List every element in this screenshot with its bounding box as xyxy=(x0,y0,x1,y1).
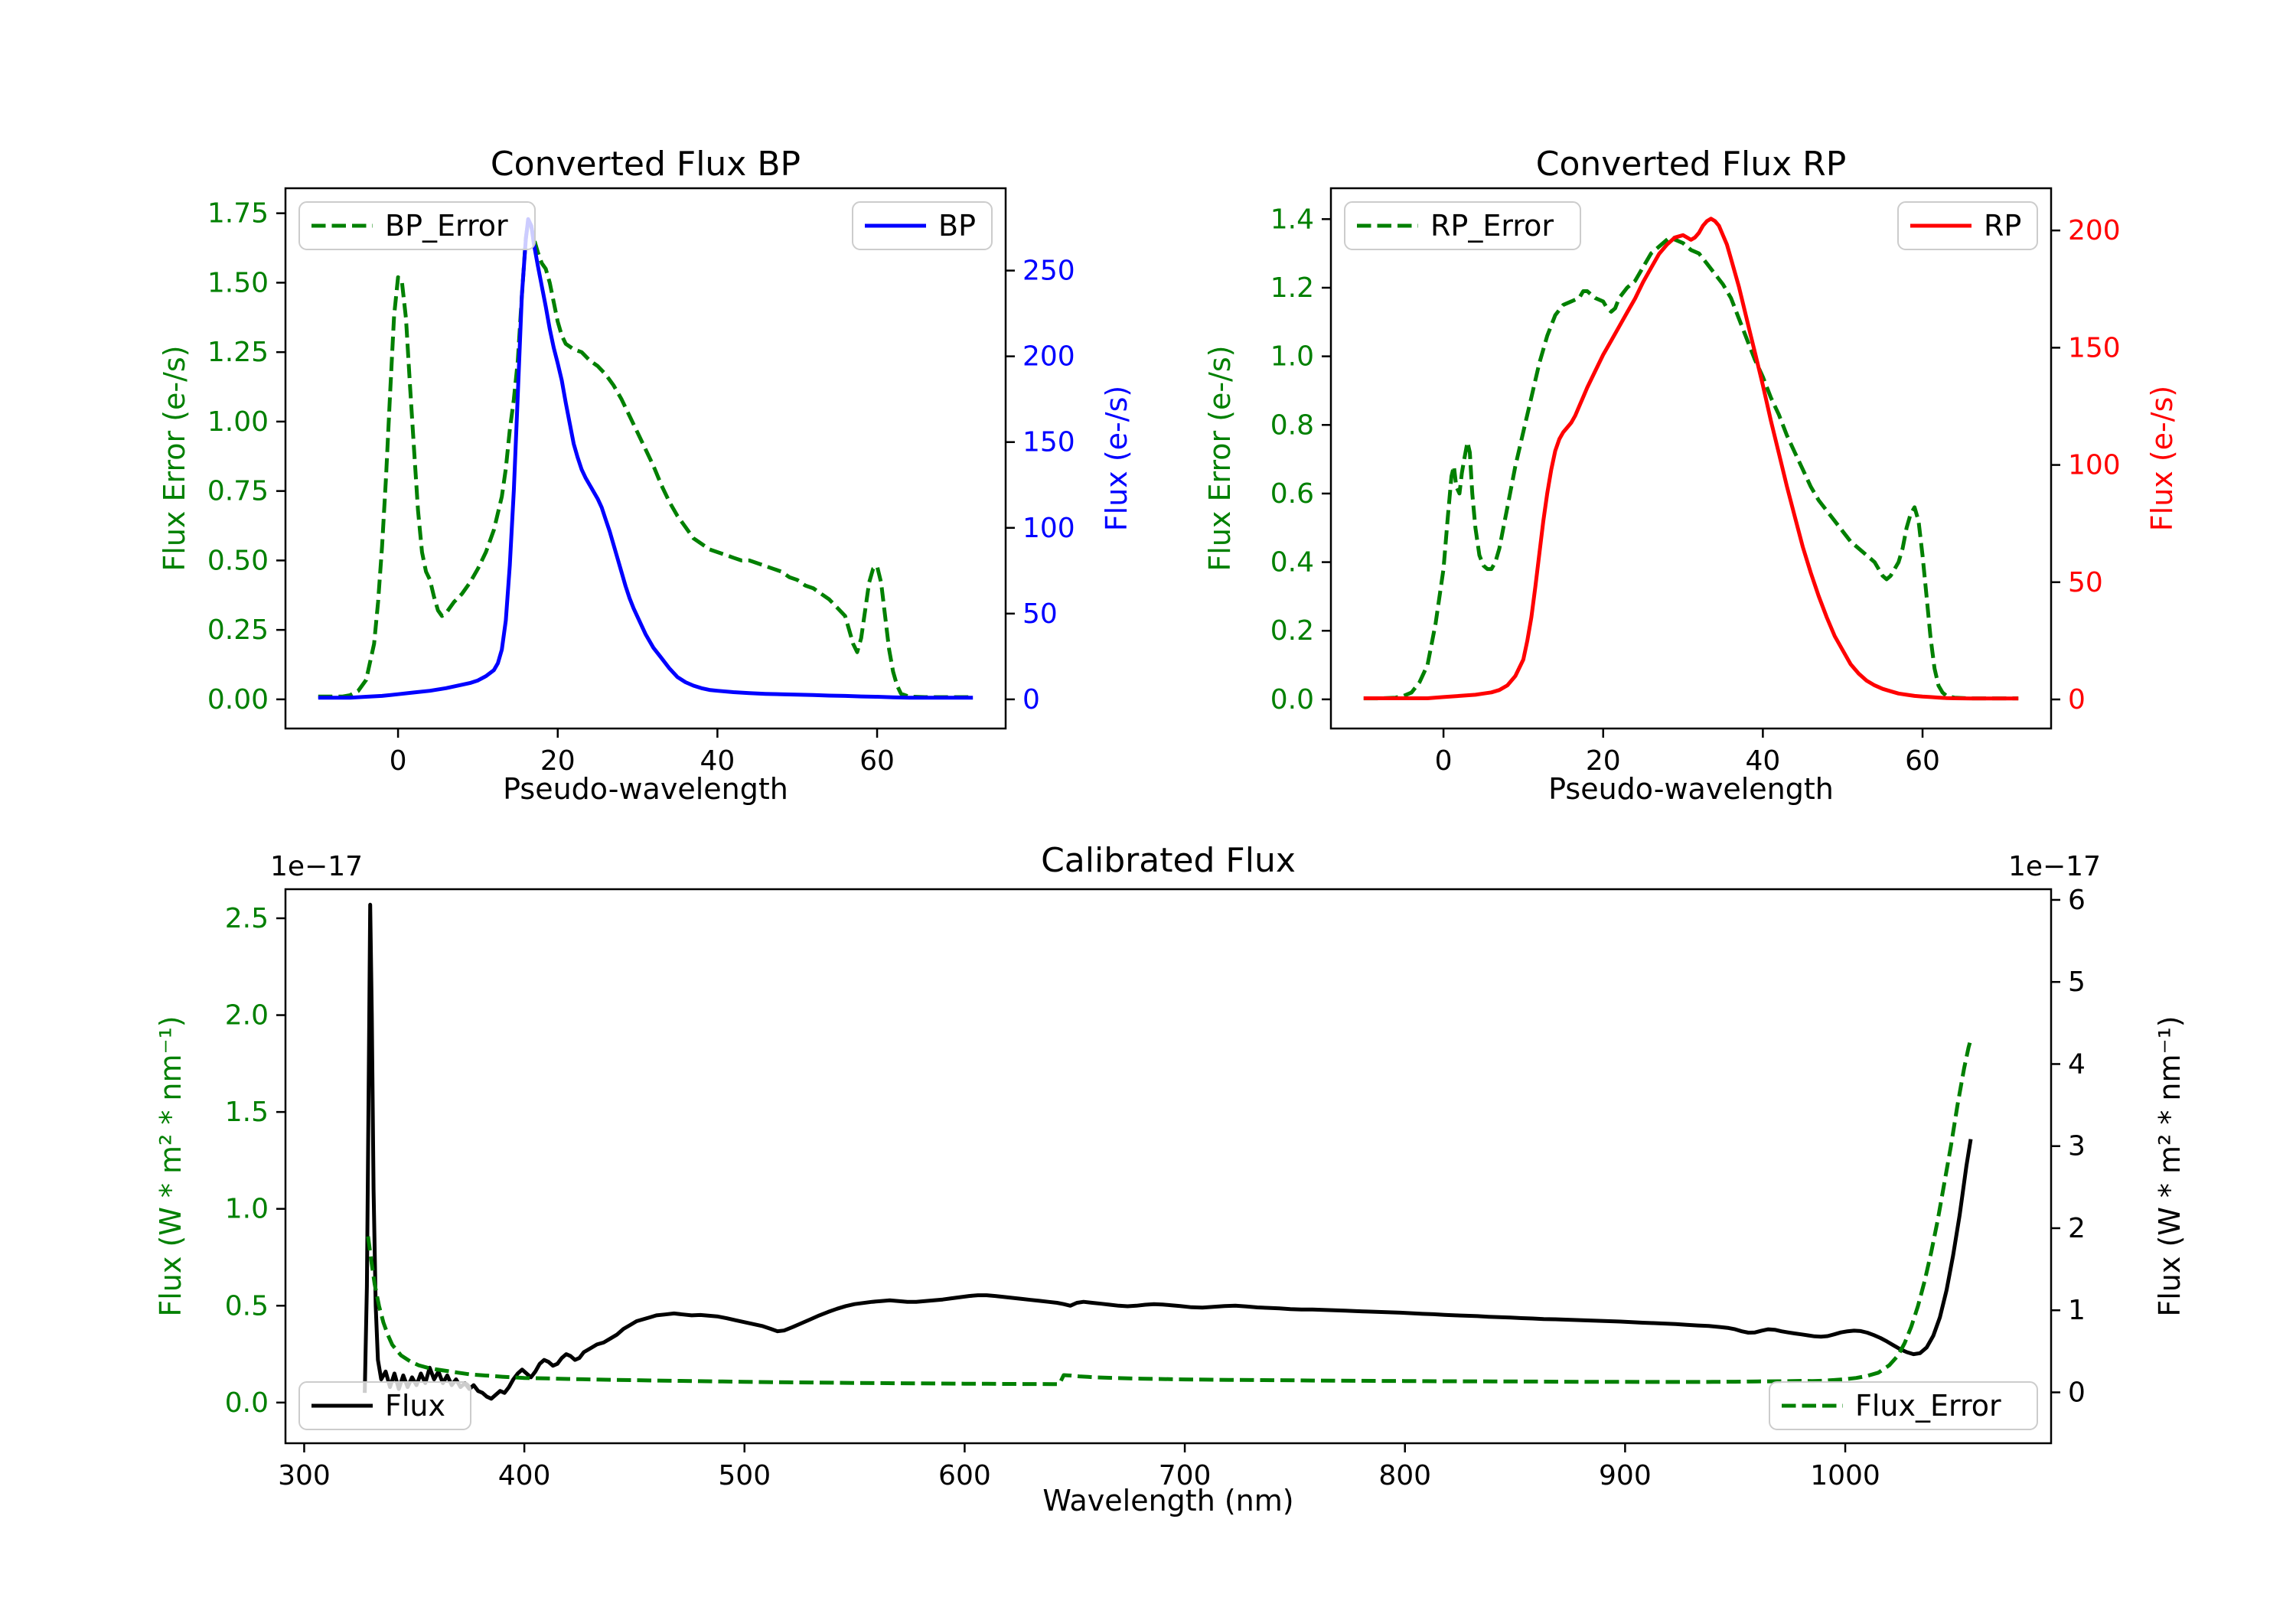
x-tick-label: 600 xyxy=(938,1460,991,1491)
x-tick-label: 1000 xyxy=(1810,1460,1880,1491)
y-tick-label: 1.00 xyxy=(207,406,269,438)
y-tick-label: 1.25 xyxy=(207,337,269,368)
calibrated-right-yaxis-label: Flux (W * m² * nm⁻¹) xyxy=(2153,1015,2187,1317)
y-tick-label: 0.4 xyxy=(1270,547,1314,579)
axis-offset-text: 1e−17 xyxy=(2008,851,2101,882)
x-tick-label: 700 xyxy=(1159,1460,1212,1491)
series-bp xyxy=(318,217,974,700)
x-tick-label: 500 xyxy=(718,1460,771,1491)
legend-label: RP_Error xyxy=(1430,209,1554,243)
y-tick-label: 0.50 xyxy=(207,545,269,576)
y-tick-label: 0.6 xyxy=(1270,478,1314,510)
x-tick-label: 900 xyxy=(1599,1460,1652,1491)
legend-box xyxy=(1344,201,1581,250)
y-tick-label: 1.4 xyxy=(1270,204,1314,235)
y-tick-label: 0.8 xyxy=(1270,409,1314,441)
x-tick-label: 800 xyxy=(1378,1460,1431,1491)
axes-spines xyxy=(284,187,1007,730)
y-tick-label: 4 xyxy=(2068,1048,2086,1080)
series-flux xyxy=(363,902,1973,1401)
axis-offset-text: 1e−17 xyxy=(270,851,363,882)
y-tick-label: 0.0 xyxy=(225,1387,269,1419)
x-tick-label: 60 xyxy=(859,745,895,777)
y-tick-label: 150 xyxy=(1022,427,1075,458)
y-tick-label: 1 xyxy=(2068,1295,2086,1326)
y-tick-label: 100 xyxy=(2068,450,2121,481)
y-tick-label: 0.25 xyxy=(207,614,269,646)
calibrated-xaxis-label: Wavelength (nm) xyxy=(1042,1484,1294,1517)
rp-right-yaxis-label: Flux (e-/s) xyxy=(2145,385,2179,532)
y-tick-label: 200 xyxy=(1022,341,1075,373)
y-tick-label: 5 xyxy=(2068,966,2086,998)
legend-label: Flux_Error xyxy=(1855,1389,2001,1423)
y-tick-label: 1.75 xyxy=(207,198,269,230)
bp-left-yaxis-label: Flux Error (e-/s) xyxy=(158,345,191,572)
y-tick-label: 50 xyxy=(2068,567,2103,598)
legend-box xyxy=(298,1381,471,1430)
y-tick-label: 1.2 xyxy=(1270,272,1314,304)
x-tick-label: 40 xyxy=(700,745,735,777)
x-tick-label: 400 xyxy=(498,1460,551,1491)
x-tick-label: 20 xyxy=(1586,745,1621,777)
series-rp xyxy=(1363,217,2019,701)
calibrated-chart-title: Calibrated Flux xyxy=(1041,841,1296,880)
y-tick-label: 1.50 xyxy=(207,267,269,298)
legend-box xyxy=(298,201,536,250)
rp-left-yaxis-label: Flux Error (e-/s) xyxy=(1203,345,1237,572)
legend-label: RP xyxy=(1984,209,2021,243)
y-tick-label: 1.5 xyxy=(225,1097,269,1128)
y-tick-label: 150 xyxy=(2068,332,2121,363)
x-tick-label: 0 xyxy=(390,745,407,777)
y-tick-label: 6 xyxy=(2068,885,2086,916)
bp-right-yaxis-label: Flux (e-/s) xyxy=(1100,385,1133,532)
y-tick-label: 0.0 xyxy=(1270,684,1314,715)
y-tick-label: 200 xyxy=(2068,215,2121,246)
x-tick-label: 300 xyxy=(278,1460,331,1491)
legend-label: BP_Error xyxy=(385,209,508,243)
x-tick-label: 60 xyxy=(1905,745,1940,777)
series-bp_error xyxy=(318,220,974,699)
rp-xaxis-label: Pseudo-wavelength xyxy=(1548,772,1834,806)
y-tick-label: 250 xyxy=(1022,256,1075,287)
series-rp_error xyxy=(1363,234,2019,701)
y-tick-label: 2.5 xyxy=(225,903,269,934)
y-tick-label: 50 xyxy=(1022,598,1058,630)
y-tick-label: 1.0 xyxy=(1270,341,1314,373)
y-tick-label: 0.2 xyxy=(1270,615,1314,647)
y-tick-label: 0 xyxy=(2068,1377,2086,1408)
x-tick-label: 0 xyxy=(1435,745,1453,777)
bp-xaxis-label: Pseudo-wavelength xyxy=(503,772,788,806)
y-tick-label: 0 xyxy=(2068,684,2086,715)
y-tick-label: 0.75 xyxy=(207,476,269,507)
legend-box xyxy=(1769,1381,2038,1430)
legend-label: Flux xyxy=(385,1389,445,1423)
axes-spines xyxy=(284,888,2053,1445)
y-tick-label: 0.00 xyxy=(207,684,269,715)
y-tick-label: 1.0 xyxy=(225,1194,269,1225)
axes-spines xyxy=(1329,187,2053,730)
y-tick-label: 2 xyxy=(2068,1213,2086,1244)
legend-label: BP xyxy=(938,209,976,243)
rp-chart-title: Converted Flux RP xyxy=(1535,145,1847,184)
series-flux_error xyxy=(366,1038,1973,1387)
y-tick-label: 0.5 xyxy=(225,1290,269,1322)
y-tick-label: 0 xyxy=(1022,684,1040,715)
y-tick-label: 3 xyxy=(2068,1131,2086,1162)
y-tick-label: 2.0 xyxy=(225,1000,269,1032)
calibrated-left-yaxis-label: Flux (W * m² * nm⁻¹) xyxy=(154,1015,188,1317)
x-tick-label: 20 xyxy=(540,745,576,777)
x-tick-label: 40 xyxy=(1745,745,1780,777)
bp-chart-title: Converted Flux BP xyxy=(490,145,801,184)
y-tick-label: 100 xyxy=(1022,513,1075,544)
